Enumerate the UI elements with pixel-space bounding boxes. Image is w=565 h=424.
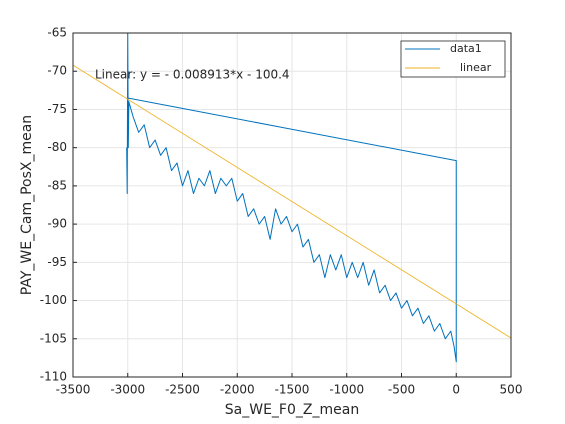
- x-tick-label: -1000: [329, 383, 364, 397]
- y-tick-label: -105: [40, 331, 67, 345]
- y-axis-label: PAY_WE_Cam_PosX_mean: [19, 115, 35, 295]
- legend-box: [400, 40, 506, 78]
- x-axis-label: Sa_WE_F0_Z_mean: [225, 402, 359, 418]
- x-tick-label: -3500: [56, 383, 91, 397]
- legend-label: linear: [460, 61, 492, 74]
- x-tick-label: -2500: [165, 383, 200, 397]
- y-tick-label: -80: [47, 140, 67, 154]
- legend-label: data1: [450, 42, 482, 55]
- y-tick-label: -75: [47, 102, 67, 116]
- y-tick-label: -90: [47, 217, 67, 231]
- x-tick-label: 0: [452, 383, 460, 397]
- series-line: [126, 32, 457, 363]
- y-tick-label: -65: [47, 26, 67, 40]
- y-tick-label: -110: [40, 370, 67, 384]
- x-tick-label: -500: [388, 383, 415, 397]
- y-tick-label: -100: [40, 293, 67, 307]
- y-tick-label: -85: [47, 178, 67, 192]
- x-tick-label: 500: [500, 383, 523, 397]
- x-tick-label: -3000: [110, 383, 145, 397]
- annotation: Linear: y = - 0.008913*x - 100.4: [95, 68, 290, 82]
- legend: data1 linear: [400, 40, 506, 78]
- y-tick-label: -70: [47, 64, 67, 78]
- x-tick-label: -1500: [275, 383, 310, 397]
- plot-area: [72, 32, 512, 363]
- y-tick-label: -95: [47, 255, 67, 269]
- x-tick-label: -2000: [220, 383, 255, 397]
- series-line: [72, 64, 512, 339]
